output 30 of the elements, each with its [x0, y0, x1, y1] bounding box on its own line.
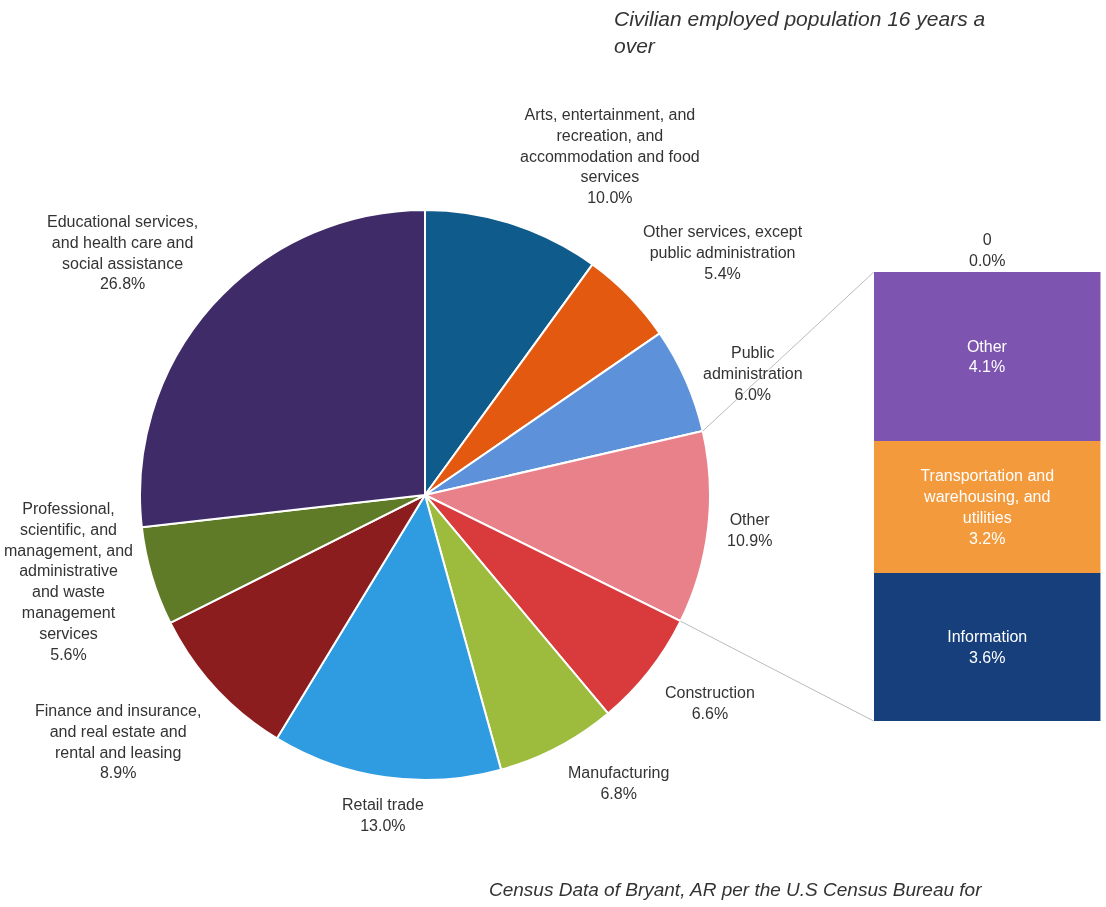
slice-label: Retail trade — [342, 796, 424, 813]
data-label: 5.6% — [50, 645, 87, 663]
slice-label: Arts, entertainment, and recreation, and accommodation and food services — [520, 106, 700, 186]
slice-label: Public administration — [703, 344, 803, 382]
data-label: 6.6% — [691, 704, 729, 722]
chart-subtitle: Civilian employed population 16 years a over — [614, 7, 986, 58]
series-label: Other — [966, 337, 1008, 355]
data-label: 0.0% — [969, 252, 1006, 270]
text: Census Data of Bryant, AR per the U.S Census Bureau for — [489, 879, 983, 900]
slice-label: Professional, scientific, and management, and administrative and waste management services — [4, 500, 133, 642]
data-label: 8.9% — [99, 764, 137, 782]
slice-label: Other — [729, 511, 771, 528]
data-label: 6.8% — [600, 784, 637, 802]
data-label: 10.0% — [587, 189, 633, 207]
series-label: Transportation and warehousing, and utilities — [920, 467, 1055, 526]
slice-label: Educational services, and health care and social assistance — [47, 213, 199, 272]
data-label: 3.2% — [969, 529, 1006, 547]
data-label: 4.1% — [968, 358, 1006, 376]
slice-label: Other services, except public administration — [643, 223, 803, 261]
data-label: 10.9% — [727, 531, 773, 549]
slice-label: Manufacturing — [568, 764, 670, 781]
text: 0 — [982, 231, 992, 249]
slice-label: Finance and insurance, and real estate and rental and leasing — [35, 702, 202, 761]
data-label: 13.0% — [360, 816, 406, 834]
data-label: 6.0% — [734, 385, 772, 403]
series-label: Information — [947, 628, 1028, 646]
slice-label: Construction — [665, 684, 755, 701]
data-label: 5.4% — [704, 264, 741, 282]
data-label: 26.8% — [99, 275, 146, 293]
data-label: 3.6% — [969, 649, 1006, 666]
